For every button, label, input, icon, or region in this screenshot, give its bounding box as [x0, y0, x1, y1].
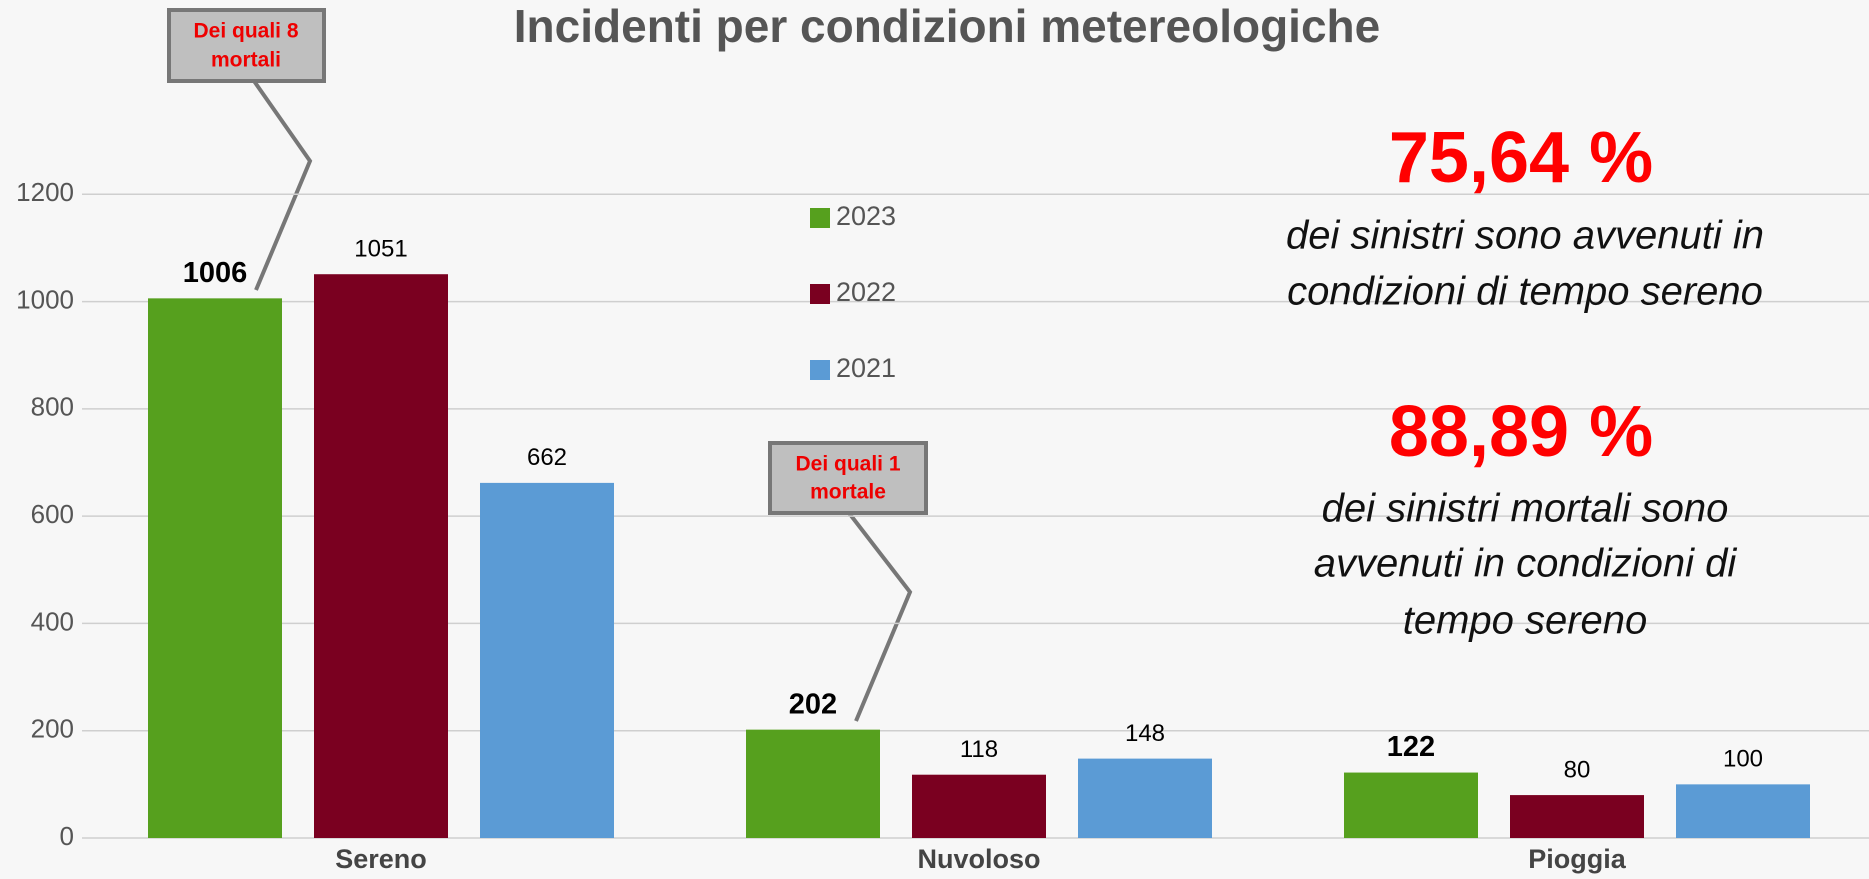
highlight-value: 75,64 % [1389, 118, 1653, 198]
y-tick-label: 600 [31, 499, 74, 529]
y-tick-label: 0 [60, 821, 74, 851]
data-label: 202 [789, 688, 837, 720]
bar [1510, 795, 1644, 838]
bar [912, 774, 1046, 838]
data-label: 118 [960, 736, 998, 763]
callout-text: mortale [810, 481, 886, 504]
callout-box [167, 8, 326, 83]
highlight-text: dei sinistri sono avvenuti in [1286, 214, 1764, 258]
highlight-text: avvenuti in condizioni di [1314, 542, 1738, 586]
data-label: 148 [1125, 720, 1165, 747]
x-tick-label: Nuvoloso [917, 844, 1040, 874]
data-label: 80 [1564, 756, 1591, 783]
bar [480, 482, 614, 838]
callout-box [768, 441, 928, 515]
y-tick-label: 1200 [16, 177, 74, 207]
highlight-text: tempo sereno [1403, 599, 1648, 643]
callout-text: Dei quali 1 [795, 453, 900, 476]
chart-title: Incidenti per condizioni metereologiche [514, 0, 1380, 52]
legend-swatch [810, 360, 830, 380]
bar [148, 298, 282, 838]
callout-text: Dei quali 8 [193, 20, 298, 43]
x-tick-label: Pioggia [1528, 844, 1626, 874]
highlight-text: condizioni di tempo sereno [1287, 270, 1763, 314]
data-label: 122 [1387, 731, 1435, 763]
bar [1676, 784, 1810, 838]
legend-label: 2023 [836, 201, 896, 231]
legend-label: 2022 [836, 277, 896, 307]
bar [746, 729, 880, 838]
bar [1078, 758, 1212, 838]
legend-swatch [810, 208, 830, 228]
data-label: 100 [1723, 746, 1763, 773]
y-tick-label: 200 [31, 714, 74, 744]
bar [314, 274, 448, 838]
y-tick-label: 1000 [16, 284, 74, 314]
highlight-value: 88,89 % [1389, 392, 1653, 472]
callout-text: mortali [211, 49, 281, 72]
bar [1344, 772, 1478, 838]
legend-label: 2021 [836, 353, 896, 383]
data-label: 1051 [354, 236, 407, 263]
callout-line [252, 79, 313, 291]
data-label: 1006 [183, 257, 248, 289]
callout-line [847, 511, 913, 722]
y-tick-label: 400 [31, 606, 74, 636]
x-tick-label: Sereno [335, 844, 427, 874]
legend-swatch [810, 284, 830, 304]
highlight-text: dei sinistri mortali sono [1322, 487, 1729, 531]
y-tick-label: 800 [31, 392, 74, 422]
data-label: 662 [527, 444, 567, 471]
